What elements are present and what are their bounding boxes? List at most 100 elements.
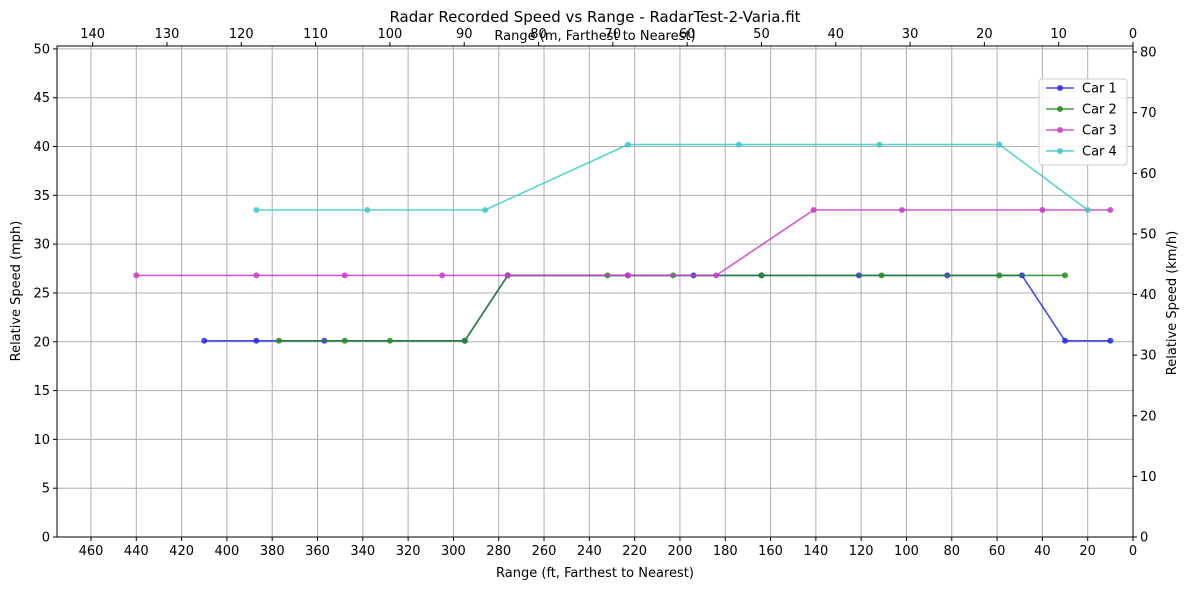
x-tick-label: 80 — [944, 544, 961, 559]
x-tick-label: 380 — [260, 544, 285, 559]
right-y-tick-label: 20 — [1140, 409, 1157, 424]
y-tick-label: 20 — [33, 335, 50, 350]
y-tick-label: 5 — [42, 482, 50, 497]
car-3-series — [133, 206, 1114, 279]
x-tick-label: 420 — [169, 544, 194, 559]
car-2-point — [758, 272, 765, 279]
legend-swatch-marker — [1057, 148, 1063, 154]
x-tick-label: 160 — [758, 544, 783, 559]
right-y-tick-label: 50 — [1140, 227, 1157, 242]
x-tick-label: 340 — [350, 544, 375, 559]
top-x-tick-label: 90 — [456, 27, 473, 42]
car-3-point — [504, 272, 511, 279]
car-2-point — [341, 337, 348, 344]
x-tick-label: 180 — [713, 544, 738, 559]
car-1-point — [1062, 337, 1069, 344]
x-tick-label: 40 — [1034, 544, 1051, 559]
top-x-tick-label: 50 — [753, 27, 770, 42]
car-4-point — [996, 141, 1003, 148]
y-tick-label: 35 — [33, 189, 50, 204]
top-x-tick-label: 70 — [605, 27, 622, 42]
top-x-tick-label: 10 — [1050, 27, 1067, 42]
series-layer — [133, 141, 1114, 344]
car-4-line — [256, 143, 1089, 211]
x-tick-label: 60 — [989, 544, 1006, 559]
axes: 460 440 420 400 380 360 340 320 300 280 260 240 220 2… — [33, 27, 1156, 559]
car-1-point — [1107, 337, 1114, 344]
legend-entry-car-2: Car 2 — [1046, 103, 1117, 118]
x-tick-label: 220 — [622, 544, 647, 559]
legend-entries: Car 1 Car 2 Car 3 Car 4 — [1046, 82, 1117, 160]
legend-entry-car-4: Car 4 — [1046, 145, 1117, 160]
legend-entry-car-3: Car 3 — [1046, 124, 1117, 139]
x-tick-label: 460 — [79, 544, 104, 559]
legend-label: Car 3 — [1082, 124, 1117, 139]
top-x-tick-label: 0 — [1129, 27, 1137, 42]
right-y-axis-title: Relative Speed (km/h) — [1165, 231, 1180, 375]
right-y-tick-label: 10 — [1140, 470, 1157, 485]
right-y-tick-label: 80 — [1140, 46, 1157, 61]
x-tick-label: 100 — [894, 544, 919, 559]
right-y-tick-label: 70 — [1140, 106, 1157, 121]
car-4-point — [364, 206, 371, 213]
top-x-tick-label: 140 — [80, 27, 105, 42]
legend-label: Car 4 — [1082, 145, 1117, 160]
top-x-tick-label: 40 — [827, 27, 844, 42]
x-tick-label: 360 — [305, 544, 330, 559]
x-tick-label: 140 — [803, 544, 828, 559]
y-tick-label: 40 — [33, 140, 50, 155]
car-4-point — [735, 141, 742, 148]
right-y-tick-label: 30 — [1140, 349, 1157, 364]
y-tick-label: 10 — [33, 433, 50, 448]
x-tick-label: 280 — [486, 544, 511, 559]
right-y-tick-label: 60 — [1140, 167, 1157, 182]
car-3-point — [898, 206, 905, 213]
x-tick-label: 400 — [214, 544, 239, 559]
car-3-point — [133, 272, 140, 279]
plot-frame — [56, 45, 1134, 538]
car-3-point — [1039, 206, 1046, 213]
right-y-tick-label: 0 — [1140, 531, 1148, 546]
car-4-point — [876, 141, 883, 148]
x-tick-label: 300 — [441, 544, 466, 559]
car-2-point — [996, 272, 1003, 279]
car-1-point — [253, 337, 260, 344]
top-x-tick-label: 80 — [530, 27, 547, 42]
top-x-tick-label: 100 — [377, 27, 402, 42]
legend-label: Car 2 — [1082, 103, 1117, 118]
x-tick-label: 120 — [849, 544, 874, 559]
car-3-point — [341, 272, 348, 279]
car-3-point — [713, 272, 720, 279]
top-x-tick-label: 110 — [303, 27, 328, 42]
y-tick-label: 45 — [33, 91, 50, 106]
legend-box — [1038, 78, 1128, 166]
car-3-point — [1107, 206, 1114, 213]
legend-swatch-marker — [1057, 127, 1063, 133]
x-tick-label: 260 — [532, 544, 557, 559]
y-tick-label: 50 — [33, 42, 50, 57]
car-4-series — [253, 141, 1091, 213]
x-axis-title: Range (ft, Farthest to Nearest) — [496, 566, 694, 581]
y-tick-label: 30 — [33, 238, 50, 253]
y-tick-label: 15 — [33, 384, 50, 399]
top-x-tick-label: 20 — [976, 27, 993, 42]
legend-swatch-marker — [1057, 106, 1063, 112]
car-4-point — [1084, 206, 1091, 213]
car-4-point — [253, 206, 260, 213]
x-tick-label: 20 — [1079, 544, 1096, 559]
legend-entry-car-1: Car 1 — [1046, 82, 1117, 97]
car-3-point — [439, 272, 446, 279]
car-3-point — [253, 272, 260, 279]
car-4-point — [482, 206, 489, 213]
car-2-point — [275, 337, 282, 344]
top-x-tick-label: 60 — [679, 27, 696, 42]
top-x-tick-label: 30 — [902, 27, 919, 42]
right-y-tick-label: 40 — [1140, 288, 1157, 303]
x-tick-label: 200 — [668, 544, 693, 559]
y-axis-title: Relative Speed (mph) — [9, 221, 24, 362]
car-3-point — [624, 272, 631, 279]
x-tick-label: 240 — [577, 544, 602, 559]
x-tick-label: 320 — [396, 544, 421, 559]
